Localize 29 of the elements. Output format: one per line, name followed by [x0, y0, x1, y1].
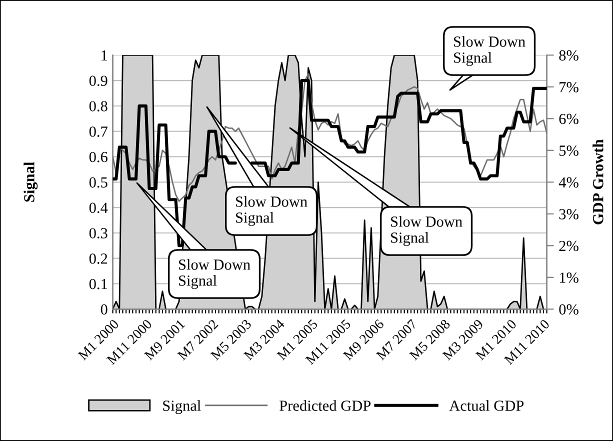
y2-tick-label: 1%	[560, 272, 578, 283]
y2-tick-label: 0%	[559, 304, 578, 315]
annotation: Slow Down Signal	[391, 216, 462, 246]
annotation: Slow Down Signal	[454, 36, 526, 66]
y-tick-label: 0.5	[89, 177, 108, 188]
y-tick-label: 0.1	[89, 278, 108, 290]
y2-tick-label: 5%	[559, 146, 578, 156]
y2-tick-label: 4%	[558, 177, 578, 188]
legend-label: Signal	[163, 400, 201, 414]
y-tick-label: 0.8	[89, 101, 108, 112]
y2-tick-label: 6%	[559, 114, 578, 124]
y2-tick-label: 2%	[559, 240, 578, 252]
y2-tick-label: 8%	[559, 50, 578, 61]
y-tick-label: 1	[102, 50, 108, 60]
y-tick-label: 0.4	[89, 202, 108, 214]
y-tick-label: 0.6	[89, 152, 108, 162]
legend-label: Actual GDP	[449, 400, 524, 411]
y-tick-label: 0	[100, 304, 108, 315]
y2-axis-title: GDP Growth	[592, 139, 604, 224]
annotation: Slow Down Signal	[179, 259, 250, 289]
y2-tick-label: 3%	[559, 209, 578, 220]
y2-tick-label: 7%	[560, 82, 578, 92]
y-tick-label: 0.3	[89, 228, 108, 238]
y-tick-label: 0.2	[89, 253, 108, 264]
legend-label: Predicted GDP	[280, 400, 371, 411]
y-axis-title: Signal	[24, 162, 38, 202]
annotation: Slow Down Signal	[236, 196, 308, 226]
y-tick-label: 0.9	[89, 76, 108, 86]
y-tick-label: 0.7	[89, 126, 108, 137]
